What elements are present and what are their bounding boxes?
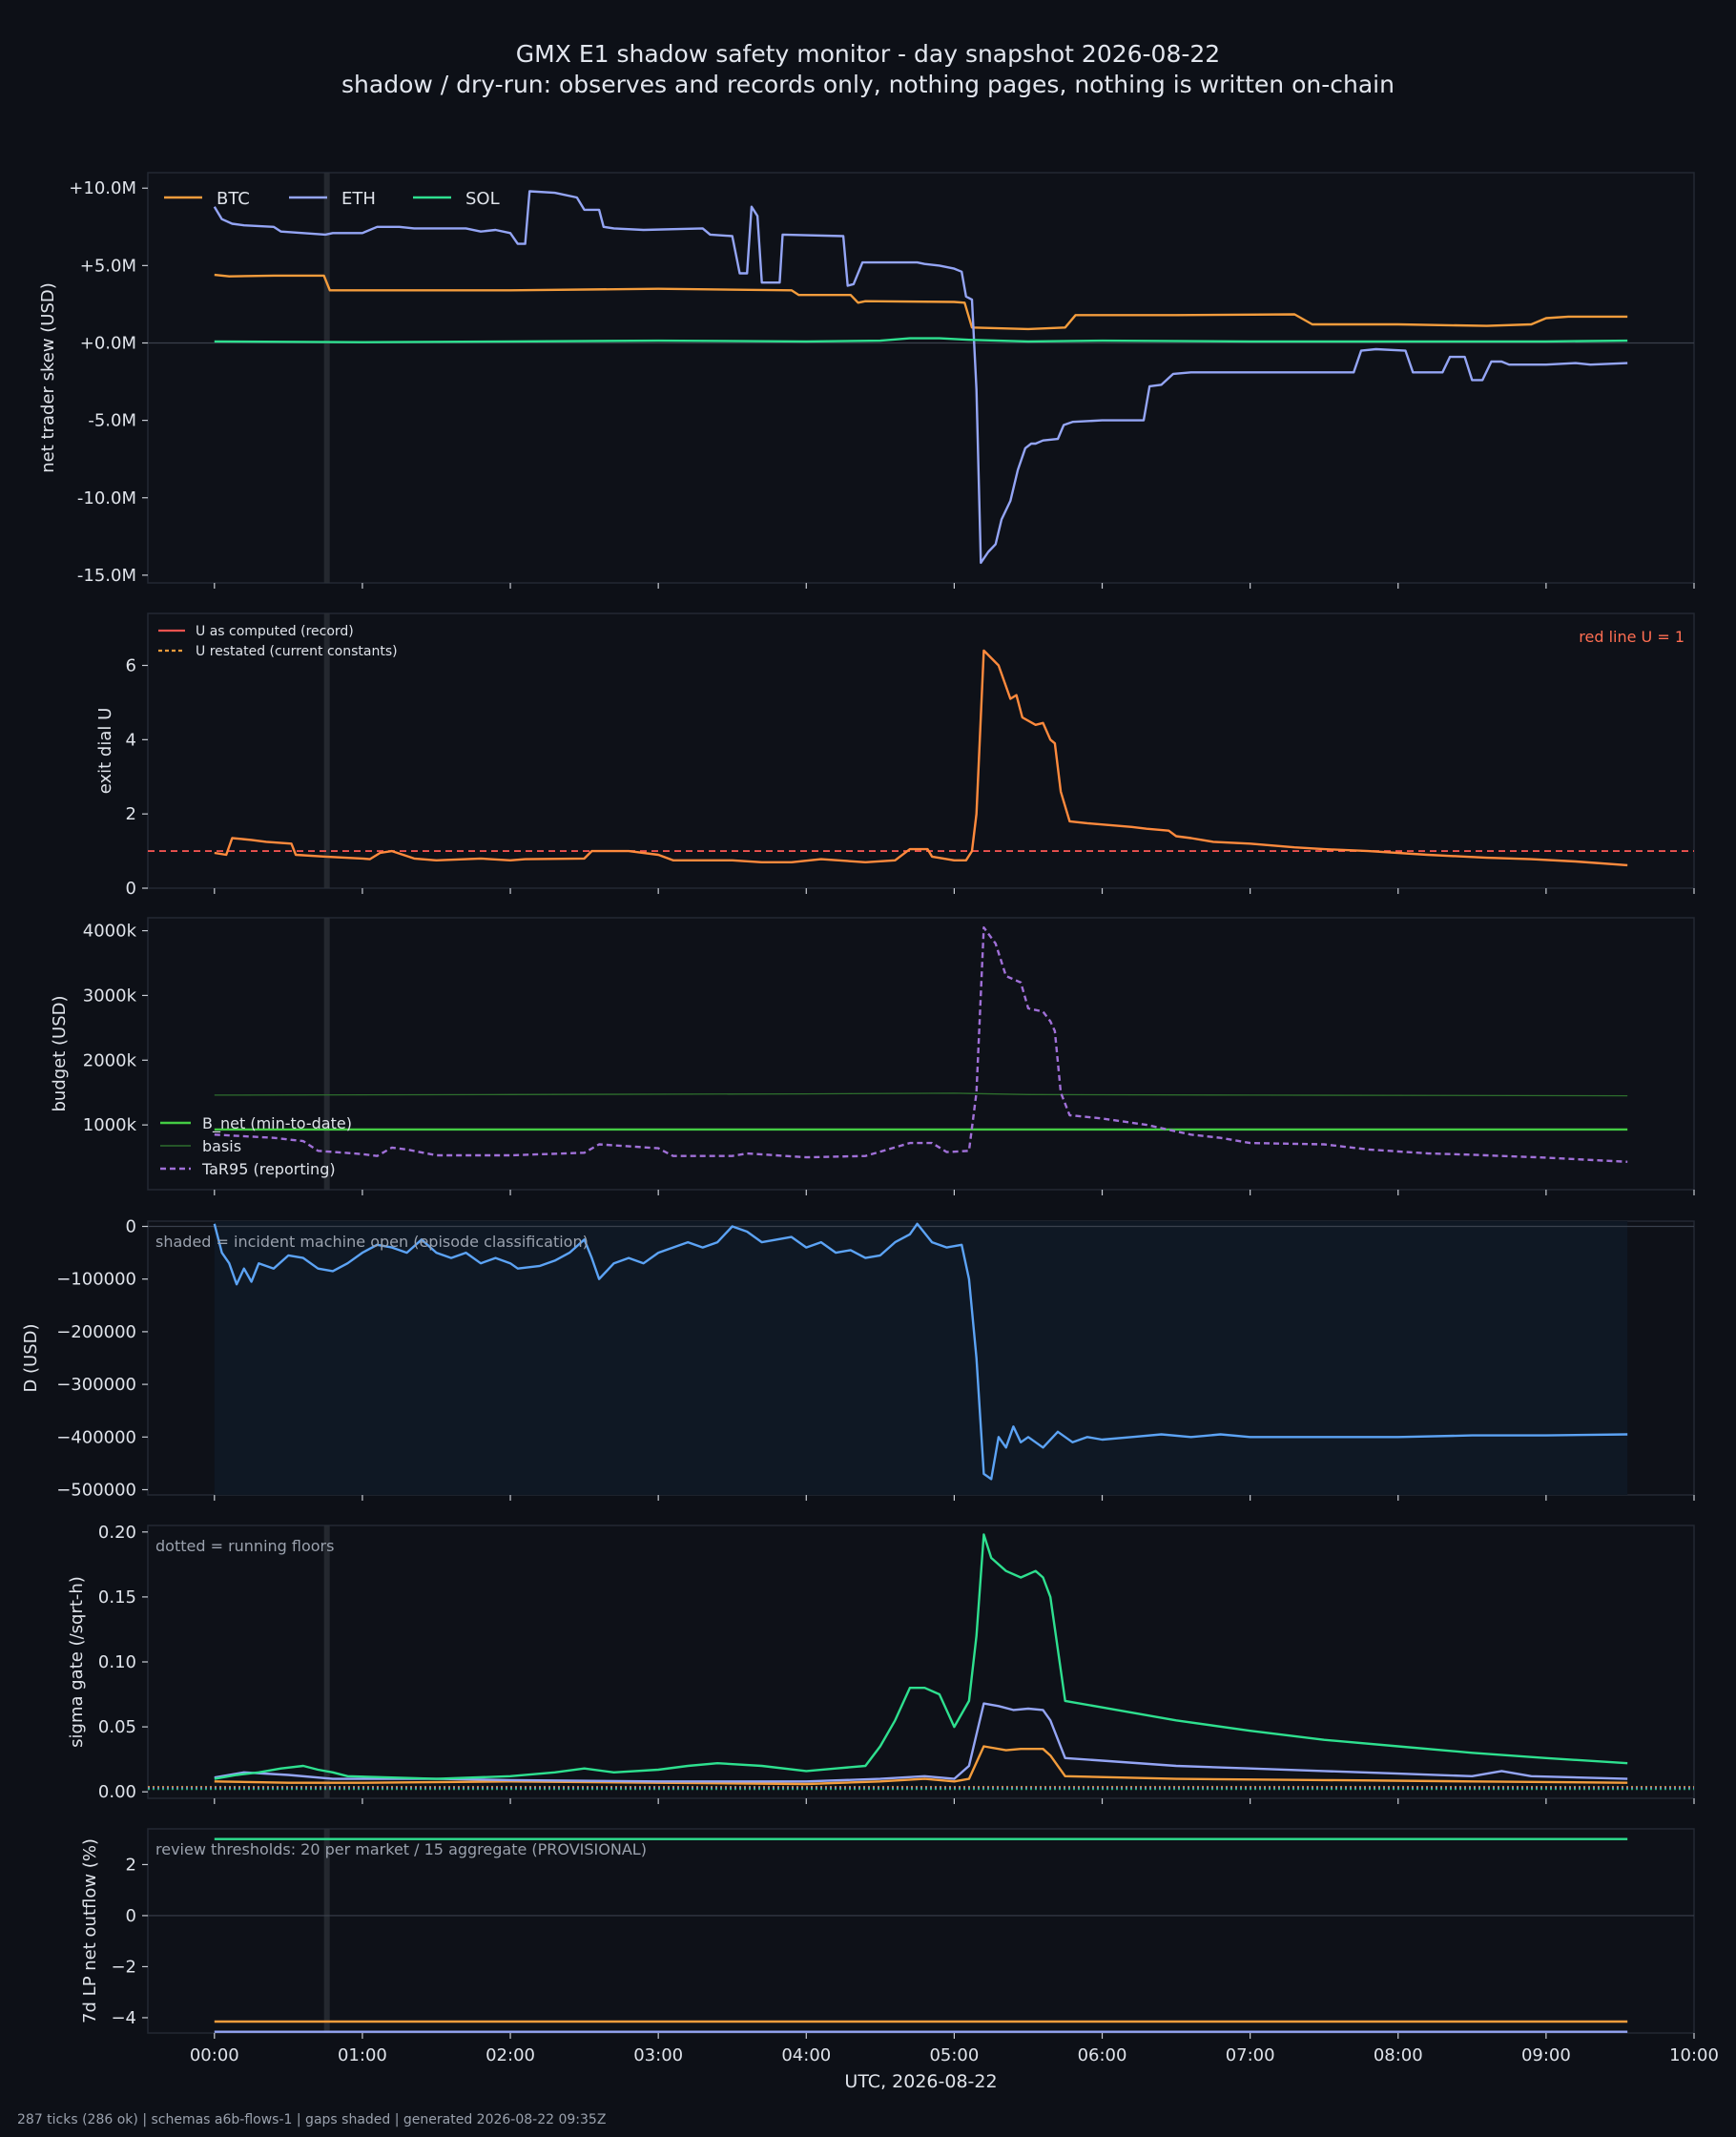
x-tick-label: 09:00: [1521, 2045, 1571, 2065]
panel-frame: [147, 612, 1695, 889]
footer-status: 287 ticks (286 ok) | schemas a6b-flows-1…: [17, 2112, 607, 2127]
y-tick-label: 0: [126, 1217, 136, 1237]
legend-label: BTC: [217, 189, 250, 209]
y-tick-label: 0.15: [98, 1587, 136, 1608]
y-tick-label: -10.0M: [77, 488, 136, 508]
y-tick-label: −4: [111, 2008, 136, 2028]
legend-label: U restated (current constants): [196, 644, 398, 659]
y-axis-label: net trader skew (USD): [38, 282, 58, 473]
y-tick-label: +10.0M: [69, 178, 136, 198]
y-tick-label: 0.00: [98, 1782, 136, 1802]
series-line-btc: [214, 1745, 1628, 1786]
x-axis-label: UTC, 2026-08-22: [844, 2071, 997, 2092]
panel-frame: [147, 917, 1695, 1191]
y-tick-label: 0.20: [98, 1523, 136, 1543]
gap-band: [323, 173, 330, 583]
y-tick-label: −200000: [56, 1322, 136, 1342]
y-tick-label: +5.0M: [80, 256, 136, 276]
y-tick-label: 4: [126, 730, 136, 750]
chart-subtitle: shadow / dry-run: observes and records o…: [341, 71, 1395, 98]
y-axis-label: exit dial U: [95, 708, 115, 795]
y-axis-label: D (USD): [21, 1323, 41, 1392]
y-tick-label: 0.05: [98, 1717, 136, 1737]
panel-d: 0 −100000 −200000 −300000 −400000 −500000 D (U…: [21, 1217, 1695, 1501]
y-tick-label: 2000k: [83, 1050, 137, 1070]
x-tick-label: 03:00: [633, 2045, 683, 2065]
panel-lp-outflow: 2 0 −2 −4 7d LP net outflow (%) review thresh…: [80, 1828, 1695, 2039]
gap-band: [323, 918, 330, 1190]
y-tick-label: 0: [126, 879, 136, 899]
series-line-u-restated-current-constants-: [214, 649, 1628, 867]
panel-frame: [147, 1525, 1695, 1799]
y-axis-label: 7d LP net outflow (%): [80, 1838, 100, 2023]
y-tick-label: −300000: [56, 1375, 136, 1395]
y-tick-label: 2: [126, 804, 136, 824]
y-tick-label: −100000: [56, 1270, 136, 1290]
series-line-d: [213, 1222, 1628, 1481]
y-tick-label: −400000: [56, 1427, 136, 1447]
panel-annotation: shaded = incident machine open (episode …: [155, 1233, 589, 1251]
y-tick-label: +0.0M: [80, 333, 136, 353]
gap-band: [323, 613, 330, 888]
panel-annotation: dotted = running floors: [155, 1537, 334, 1555]
x-tick-label: 01:00: [338, 2045, 387, 2065]
panel-budget: 4000k 3000k 2000k 1000k budget (USD): [50, 917, 1695, 1195]
x-tick-label: 04:00: [781, 2045, 831, 2065]
series-line-eth: [214, 1702, 1628, 1783]
x-tick-label: 05:00: [929, 2045, 979, 2065]
panel-frame: [147, 172, 1695, 584]
gap-band: [323, 1525, 330, 1798]
series-line-sol: [214, 1533, 1628, 1780]
series-line-btc: [214, 273, 1628, 331]
legend-label: B_net (min-to-date): [202, 1114, 352, 1133]
legend-label: ETH: [341, 189, 376, 209]
panel-sigma-gate: 0.20 0.15 0.10 0.05 0.00 sigma gate (/sqrt-h)…: [67, 1523, 1695, 1804]
y-tick-label: -5.0M: [88, 411, 136, 431]
x-tick-label: 02:00: [486, 2045, 535, 2065]
y-tick-label: −500000: [56, 1480, 136, 1500]
legend-label: basis: [202, 1137, 241, 1155]
chart-title: GMX E1 shadow safety monitor - day snaps…: [515, 40, 1221, 68]
x-tick-label: 00:00: [190, 2045, 239, 2065]
series-line-sol: [214, 337, 1628, 343]
legend-label: U as computed (record): [196, 624, 354, 639]
y-tick-label: 2: [126, 1855, 136, 1875]
y-tick-label: −2: [111, 1957, 136, 1977]
x-tick-label: 10:00: [1669, 2045, 1719, 2065]
series-line-tar95-reporting-: [214, 926, 1628, 1163]
panel-annotation: review thresholds: 20 per market / 15 ag…: [155, 1840, 647, 1858]
series-line-basis: [214, 1092, 1628, 1097]
x-tick-label: 08:00: [1374, 2045, 1423, 2065]
y-tick-label: 4000k: [83, 922, 137, 942]
panel-skew: +10.0M +5.0M +0.0M -5.0M -10.0M -15.0M net tra…: [38, 172, 1695, 589]
y-tick-label: -15.0M: [77, 566, 136, 586]
gap-band: [323, 1829, 330, 2033]
legend-label: SOL: [465, 189, 500, 209]
y-tick-label: 1000k: [83, 1115, 137, 1135]
x-tick-label: 06:00: [1078, 2045, 1127, 2065]
y-tick-label: 6: [126, 655, 136, 675]
panel-frame: [147, 1828, 1695, 2034]
x-tick-label: 07:00: [1226, 2045, 1275, 2065]
y-axis-label: sigma gate (/sqrt-h): [67, 1576, 87, 1748]
y-tick-label: 3000k: [83, 986, 137, 1006]
panel-exit-dial: 6 4 2 0 exit dial U red line U = 1: [95, 612, 1695, 899]
series-line-eth: [213, 190, 1628, 565]
y-axis-label: budget (USD): [50, 995, 70, 1111]
y-tick-label: 0: [126, 1906, 136, 1926]
y-tick-label: 0.10: [98, 1652, 136, 1672]
red-line-annotation: red line U = 1: [1579, 628, 1684, 646]
legend-label: TaR95 (reporting): [201, 1160, 336, 1178]
incident-shading: [214, 1221, 1628, 1495]
